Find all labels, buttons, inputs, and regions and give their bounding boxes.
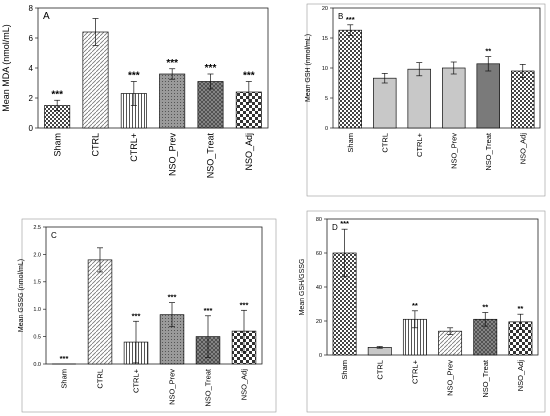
y-tick-label: 2.0 bbox=[33, 252, 41, 258]
category-label: NSO_Adj bbox=[518, 133, 527, 165]
panel-letter: C bbox=[51, 231, 57, 240]
significance-label: ** bbox=[517, 304, 523, 313]
plot-frame bbox=[45, 226, 263, 365]
panel-frame bbox=[306, 210, 546, 413]
y-tick-label: 20 bbox=[322, 6, 328, 12]
bar bbox=[82, 31, 109, 129]
y-tick-label: 15 bbox=[322, 36, 328, 42]
significance-label: *** bbox=[346, 15, 355, 24]
bar bbox=[476, 63, 500, 129]
significance-label: *** bbox=[240, 300, 249, 309]
y-axis-label: Mean GSSG (nmol/mL) bbox=[18, 259, 25, 332]
panel-frame bbox=[306, 3, 546, 197]
panel-d: D 0 20 40 60 80 Mean GSH/GSSG *** Sham CTRL ** CTRL… bbox=[299, 210, 546, 413]
category-label: CTRL bbox=[91, 133, 101, 157]
y-tick-label: 40 bbox=[316, 285, 322, 291]
plot-frame bbox=[37, 7, 269, 129]
category-label: NSO_Adj bbox=[516, 360, 525, 392]
significance-label: *** bbox=[132, 311, 141, 320]
significance-label: *** bbox=[204, 306, 213, 315]
category-label: NSO_Prev bbox=[449, 133, 458, 169]
bar bbox=[442, 67, 466, 129]
category-label: NSO_Treat bbox=[204, 368, 213, 407]
bar bbox=[338, 29, 362, 129]
y-tick-label: 0 bbox=[325, 126, 328, 132]
y-tick-label: 0 bbox=[29, 124, 34, 133]
category-label: CTRL bbox=[380, 133, 389, 153]
significance-label: ** bbox=[412, 301, 418, 310]
bar bbox=[511, 70, 535, 129]
bar bbox=[87, 259, 113, 365]
significance-label: *** bbox=[60, 354, 69, 363]
y-tick-label: 80 bbox=[316, 217, 322, 223]
y-tick-label: 2.5 bbox=[33, 225, 41, 231]
y-tick-label: 0.0 bbox=[33, 362, 41, 368]
plot-frame bbox=[326, 218, 539, 356]
significance-label: *** bbox=[51, 89, 63, 100]
y-tick-label: 8 bbox=[29, 4, 34, 13]
significance-label: ** bbox=[482, 303, 488, 312]
significance-label: ** bbox=[485, 47, 491, 56]
category-label: NSO_Prev bbox=[446, 360, 455, 396]
bar bbox=[373, 77, 397, 129]
bar bbox=[120, 93, 147, 129]
y-tick-label: 10 bbox=[322, 66, 328, 72]
significance-label: *** bbox=[340, 219, 349, 228]
category-label: NSO_Treat bbox=[484, 132, 493, 171]
category-label: NSO_Prev bbox=[167, 133, 177, 177]
panel-letter: D bbox=[332, 223, 338, 232]
significance-label: *** bbox=[168, 293, 177, 302]
panel-frame bbox=[21, 218, 277, 413]
category-label: CTRL bbox=[96, 369, 105, 389]
y-tick-label: 6 bbox=[29, 34, 34, 43]
significance-label: *** bbox=[205, 63, 217, 74]
significance-label: *** bbox=[128, 71, 140, 82]
category-label: CTRL+ bbox=[132, 368, 141, 393]
y-axis-label: Mean GSH (nmol/mL) bbox=[305, 34, 312, 102]
y-tick-label: 1.0 bbox=[33, 307, 41, 313]
category-label: NSO_Adj bbox=[244, 133, 254, 171]
panel-a: A 0 2 4 6 8 Mean MDA (nmol/mL) *** Sham CTRL *** CT… bbox=[1, 4, 269, 179]
y-tick-label: 1.5 bbox=[33, 280, 41, 286]
category-label: CTRL+ bbox=[411, 359, 420, 384]
panel-letter: A bbox=[43, 11, 50, 22]
panel-c: C 0.0 0.5 1.0 1.5 2.0 2.5 Mean GSSG (nmol/mL) **… bbox=[18, 218, 277, 413]
bar bbox=[159, 73, 186, 129]
significance-label: *** bbox=[166, 58, 178, 69]
y-tick-label: 0.5 bbox=[33, 335, 41, 341]
category-label: CTRL bbox=[375, 360, 384, 380]
category-label: NSO_Adj bbox=[240, 369, 249, 401]
plot-frame bbox=[332, 7, 541, 129]
category-label: NSO_Prev bbox=[168, 369, 177, 405]
category-label: NSO_Treat bbox=[206, 133, 216, 179]
category-label: Sham bbox=[346, 133, 355, 153]
panel-b: B 0 5 10 15 20 Mean GSH (nmol/mL) *** Sham CTRL CT… bbox=[305, 3, 546, 197]
category-label: CTRL+ bbox=[129, 133, 139, 162]
category-label: Sham bbox=[340, 360, 349, 380]
y-axis-label: Mean GSH/GSSG bbox=[299, 259, 306, 316]
category-label: NSO_Treat bbox=[481, 359, 490, 398]
panel-letter: B bbox=[338, 12, 343, 21]
category-label: Sham bbox=[60, 369, 69, 389]
y-tick-label: 2 bbox=[29, 94, 34, 103]
y-tick-label: 0 bbox=[319, 353, 322, 359]
category-label: Sham bbox=[52, 133, 62, 157]
significance-label: *** bbox=[243, 71, 255, 82]
category-label: CTRL+ bbox=[415, 132, 424, 157]
y-tick-label: 5 bbox=[325, 96, 328, 102]
y-tick-label: 60 bbox=[316, 251, 322, 257]
y-tick-label: 20 bbox=[316, 319, 322, 325]
y-axis-label: Mean MDA (nmol/mL) bbox=[1, 24, 11, 112]
bar bbox=[407, 68, 431, 129]
y-tick-label: 4 bbox=[29, 64, 34, 73]
